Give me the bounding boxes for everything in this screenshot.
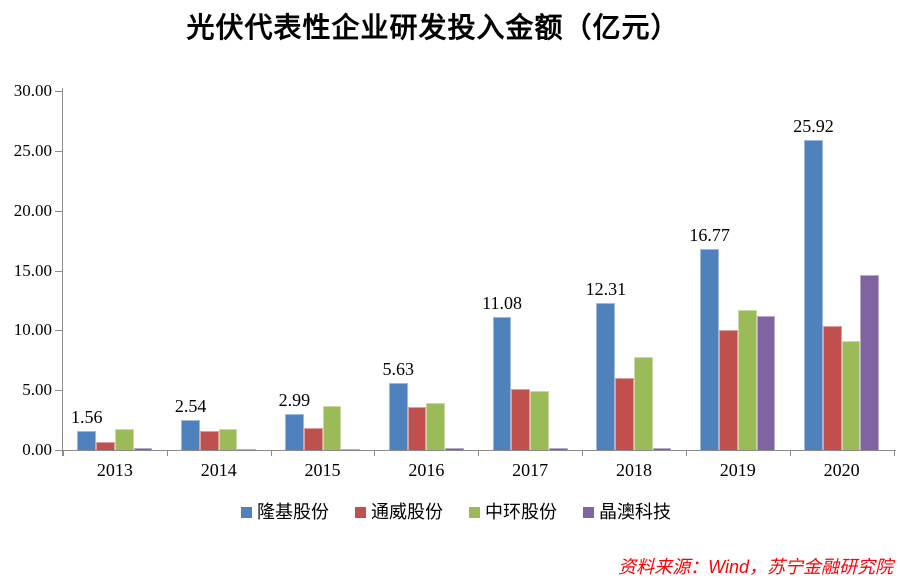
bar-隆基股份-2018 xyxy=(596,302,616,450)
bar-value-label: 2.99 xyxy=(278,390,311,411)
y-axis-tick xyxy=(55,390,62,392)
bar-通威股份-2018 xyxy=(615,378,634,450)
y-axis-tick-label: 10.00 xyxy=(13,320,52,340)
bar-隆基股份-2019 xyxy=(700,249,720,450)
bar-通威股份-2014 xyxy=(199,431,219,450)
y-axis-tick xyxy=(55,150,62,152)
bar-中环股份-2016 xyxy=(426,403,446,450)
bar-隆基股份-2014 xyxy=(181,419,200,450)
y-axis-line xyxy=(62,88,63,456)
legend-item-中环股份: 中环股份 xyxy=(469,501,557,523)
y-axis-tick xyxy=(55,330,62,332)
bar-通威股份-2019 xyxy=(719,330,738,450)
y-axis-tick-label: 20.00 xyxy=(13,200,52,220)
x-axis-tick xyxy=(166,450,168,456)
bar-隆基股份-2015 xyxy=(285,414,304,450)
bar-晶澳科技-2017 xyxy=(548,447,568,450)
bar-晶澳科技-2019 xyxy=(756,315,776,450)
legend-item-通威股份: 通威股份 xyxy=(355,501,443,523)
bar-中环股份-2018 xyxy=(633,356,653,450)
bar-晶澳科技-2016 xyxy=(445,447,464,450)
bar-中环股份-2019 xyxy=(737,309,757,450)
legend-item-晶澳科技: 晶澳科技 xyxy=(583,501,671,523)
bar-晶澳科技-2015 xyxy=(341,448,361,450)
x-axis-tick xyxy=(63,450,64,456)
bar-value-label: 16.77 xyxy=(689,225,730,246)
x-axis-category-label: 2020 xyxy=(823,460,860,480)
bar-中环股份-2020 xyxy=(841,341,861,450)
x-axis-line xyxy=(56,450,896,451)
bar-value-label: 1.56 xyxy=(71,407,103,428)
legend-item-隆基股份: 隆基股份 xyxy=(241,501,329,523)
bar-隆基股份-2017 xyxy=(492,317,512,450)
x-axis-category-label: 2015 xyxy=(304,460,341,480)
bar-通威股份-2020 xyxy=(822,325,842,450)
y-axis-tick xyxy=(55,270,62,272)
bar-晶澳科技-2014 xyxy=(237,448,257,450)
bar-隆基股份-2016 xyxy=(388,382,408,450)
x-axis-tick xyxy=(789,450,791,456)
bar-中环股份-2013 xyxy=(114,429,134,450)
x-axis-tick xyxy=(478,450,480,456)
bar-晶澳科技-2020 xyxy=(860,275,880,450)
bar-中环股份-2014 xyxy=(218,429,238,450)
x-axis-tick xyxy=(270,450,272,456)
legend-swatch-icon xyxy=(355,506,366,518)
x-axis-category-label: 2014 xyxy=(200,460,237,480)
y-axis-tick-label: 0.00 xyxy=(22,440,52,459)
legend-label: 隆基股份 xyxy=(257,502,329,522)
legend-swatch-icon xyxy=(241,506,252,518)
bar-通威股份-2013 xyxy=(96,441,115,450)
legend-label: 晶澳科技 xyxy=(599,502,671,522)
bar-value-label: 11.08 xyxy=(482,293,522,314)
bar-中环股份-2017 xyxy=(530,391,549,450)
y-axis-tick-label: 25.00 xyxy=(13,140,52,160)
x-axis-tick xyxy=(582,450,584,456)
bar-中环股份-2015 xyxy=(322,405,342,450)
bar-通威股份-2015 xyxy=(303,428,323,450)
y-axis-tick-label: 5.00 xyxy=(22,380,52,400)
x-axis-tick xyxy=(374,450,376,456)
legend-label: 中环股份 xyxy=(485,502,557,522)
chart-title: 光伏代表性企业研发投入金额（亿元） xyxy=(186,12,680,43)
y-axis-tick xyxy=(55,450,62,451)
bar-晶澳科技-2013 xyxy=(133,448,153,450)
bar-value-label: 25.92 xyxy=(793,115,834,136)
bar-通威股份-2016 xyxy=(407,406,427,450)
x-axis-category-label: 2016 xyxy=(408,460,445,480)
legend: 隆基股份 通威股份 中环股份 晶澳科技 xyxy=(0,500,900,524)
legend-swatch-icon xyxy=(583,506,594,518)
bar-value-label: 12.31 xyxy=(585,278,627,299)
legend-swatch-icon xyxy=(469,506,480,518)
bar-value-label: 2.54 xyxy=(174,395,207,416)
x-axis-tick xyxy=(893,450,895,456)
y-axis-tick-label: 15.00 xyxy=(13,260,52,280)
y-axis-tick xyxy=(55,91,62,92)
x-axis-category-label: 2018 xyxy=(615,460,652,480)
bar-隆基股份-2020 xyxy=(804,139,823,450)
source-note: 资料来源：Wind，苏宁金融研究院 xyxy=(618,557,893,577)
legend-label: 通威股份 xyxy=(371,502,443,522)
bar-晶澳科技-2018 xyxy=(652,447,672,450)
x-axis-tick xyxy=(685,450,687,456)
x-axis-category-label: 2017 xyxy=(512,460,549,480)
x-axis-category-label: 2019 xyxy=(719,460,756,480)
y-axis-tick xyxy=(55,210,62,212)
y-axis-tick-label: 30.00 xyxy=(13,81,52,100)
bar-value-label: 5.63 xyxy=(382,358,414,379)
bar-通威股份-2017 xyxy=(511,388,531,450)
bar-隆基股份-2013 xyxy=(77,431,97,450)
x-axis-category-label: 2013 xyxy=(96,460,133,480)
